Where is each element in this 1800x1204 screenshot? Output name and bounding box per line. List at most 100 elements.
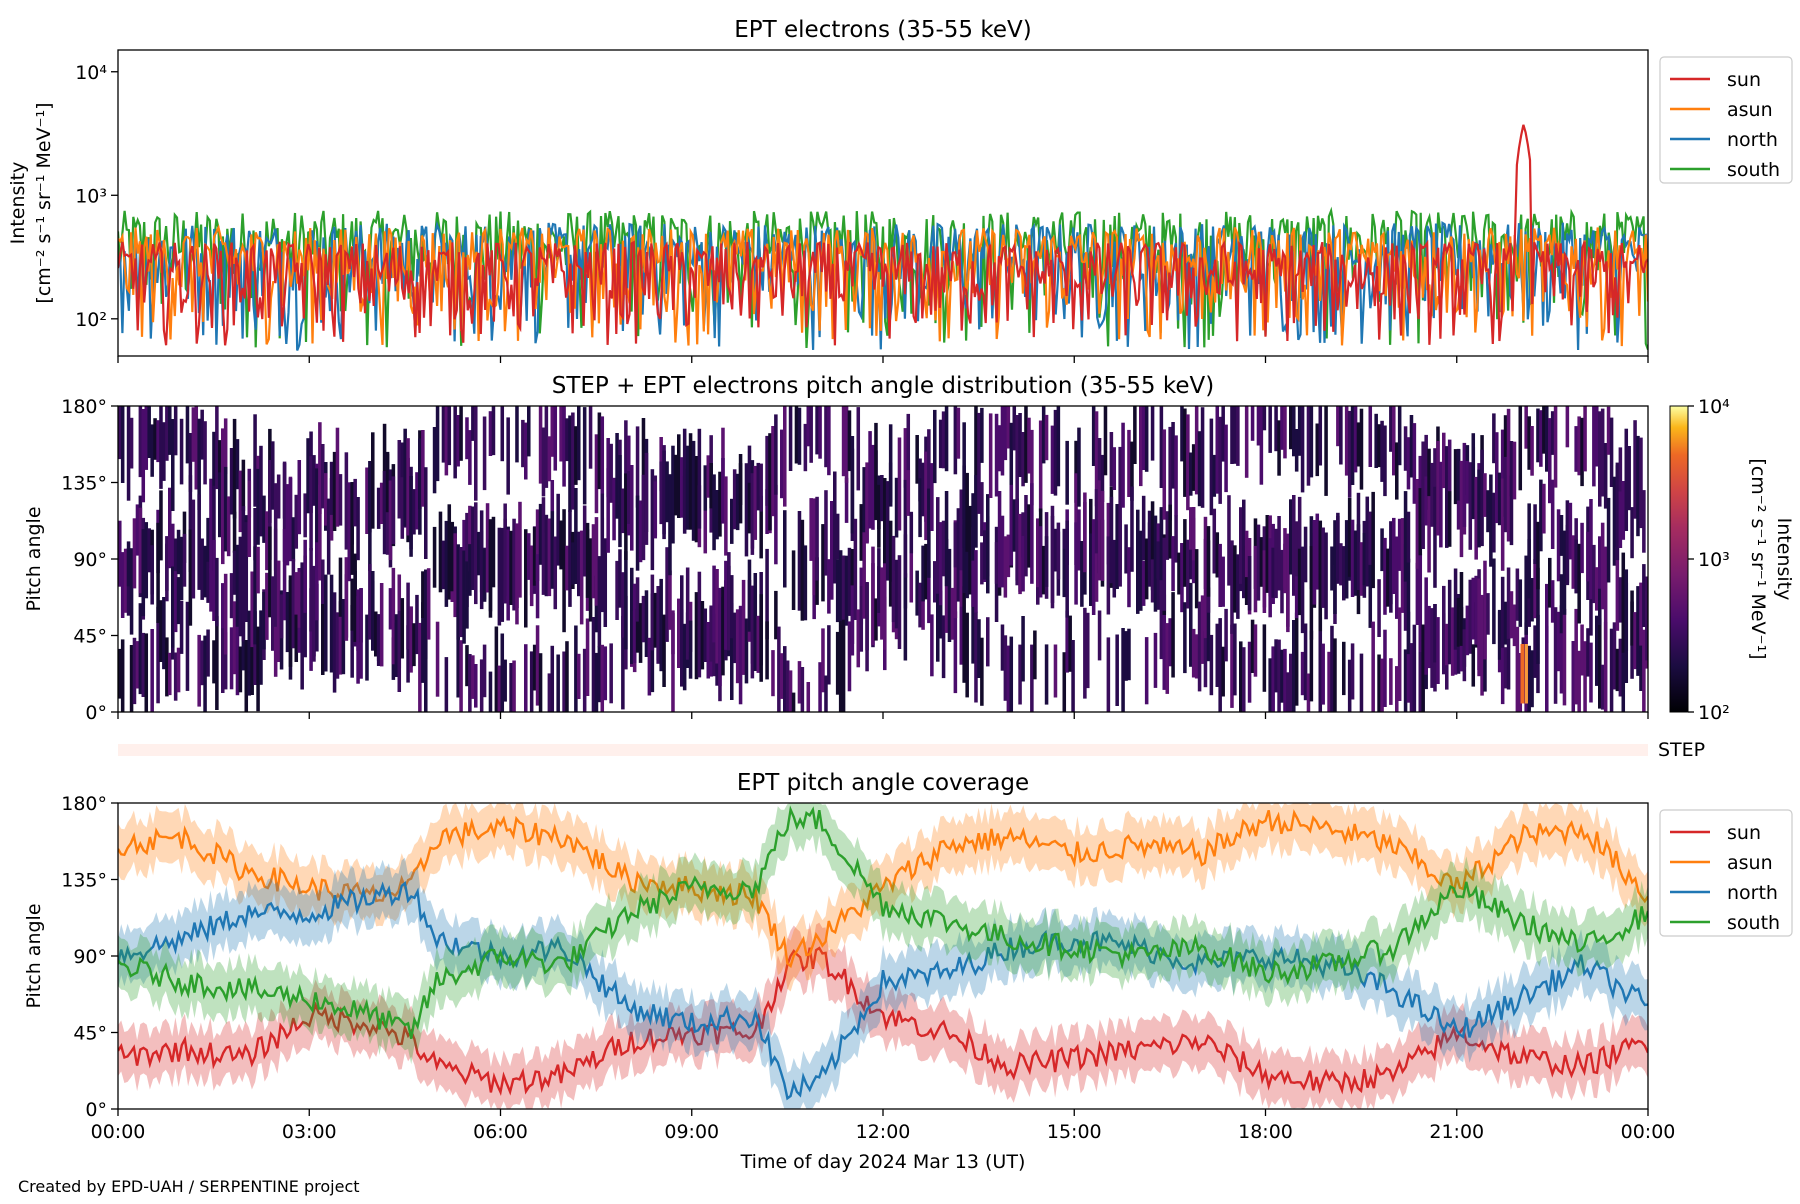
- heatmap-cell: [1027, 504, 1031, 568]
- heatmap-cell: [841, 555, 846, 625]
- heatmap-cell: [1109, 496, 1114, 584]
- heatmap-cell: [1183, 519, 1187, 587]
- heatmap-cell: [1509, 441, 1514, 497]
- heatmap-cell: [559, 406, 563, 462]
- heatmap-cell: [685, 445, 690, 530]
- heatmap-cell: [253, 611, 257, 685]
- heatmap-cell: [803, 423, 808, 472]
- heatmap-cell: [397, 610, 402, 692]
- heatmap-cell: [865, 582, 869, 672]
- heatmap-cell: [1091, 519, 1096, 615]
- heatmap-cell: [883, 478, 887, 564]
- heatmap-cell: [223, 632, 228, 690]
- heatmap-cell: [150, 545, 154, 605]
- heatmap-cell: [1624, 428, 1629, 481]
- heatmap-cell: [1359, 542, 1364, 596]
- heatmap-cell: [1144, 538, 1149, 600]
- step-coverage-bar: [118, 744, 1648, 756]
- heatmap-cell: [1392, 517, 1396, 560]
- heatmap-cell: [1392, 406, 1396, 476]
- colorbar-label: Intensity: [1773, 518, 1795, 601]
- heatmap-cell: [1503, 601, 1508, 645]
- heatmap-cell: [709, 463, 713, 509]
- heatmap-cell: [891, 535, 896, 623]
- heatmap-cell: [585, 618, 590, 696]
- heatmap-cell: [497, 527, 502, 626]
- heatmap-cell: [574, 488, 578, 584]
- heatmap-cell: [1203, 516, 1208, 589]
- heatmap-cell: [1215, 623, 1220, 687]
- heatmap-peak-cell: [1520, 644, 1525, 704]
- heatmap-cell: [853, 518, 858, 620]
- heatmap-cell: [547, 436, 552, 482]
- heatmap-cell: [827, 625, 831, 685]
- heatmap-cell: [1356, 492, 1361, 590]
- x-tick-label: 06:00: [473, 1121, 528, 1143]
- heatmap-cell: [959, 582, 964, 665]
- heatmap-cell: [850, 585, 855, 656]
- heatmap-cell: [206, 561, 210, 603]
- heatmap-cell: [933, 409, 937, 484]
- heatmap-cell: [1000, 624, 1005, 671]
- heatmap-cell: [253, 414, 257, 507]
- heatmap-cell: [936, 575, 940, 662]
- heatmap-cell: [188, 433, 193, 492]
- heatmap-cell: [1177, 552, 1181, 595]
- heatmap-cell: [453, 533, 457, 618]
- heatmap-cell: [1286, 533, 1290, 633]
- heatmap-cell: [1189, 582, 1193, 667]
- heatmap-cell: [123, 548, 128, 613]
- y-tick-label: 180°: [61, 793, 107, 815]
- heatmap-cell: [141, 409, 146, 503]
- heatmap-cell: [1112, 447, 1117, 490]
- heatmap-cell: [412, 623, 416, 667]
- heatmap-cell: [1512, 604, 1517, 647]
- heatmap-cell: [500, 633, 505, 712]
- panel3-plot-area: [118, 803, 1648, 1109]
- heatmap-cell: [250, 571, 254, 648]
- heatmap-cell: [247, 610, 252, 696]
- x-tick-label: 00:00: [91, 1121, 146, 1143]
- heatmap-cell: [774, 414, 778, 495]
- heatmap-cell: [338, 474, 343, 526]
- heatmap-cell: [880, 567, 884, 640]
- heatmap-cell: [1006, 645, 1011, 712]
- heatmap-cell: [906, 413, 911, 510]
- heatmap-cell: [1106, 536, 1111, 615]
- heatmap-cell: [738, 463, 743, 524]
- heatmap-cell: [444, 406, 449, 476]
- heatmap-cell: [1239, 507, 1243, 584]
- heatmap-cell: [730, 603, 734, 700]
- heatmap-cell: [1321, 643, 1325, 705]
- heatmap-cell: [1609, 628, 1614, 712]
- heatmap-cell: [1009, 484, 1014, 566]
- heatmap-cell: [1471, 577, 1476, 640]
- heatmap-cell: [118, 648, 122, 699]
- heatmap-cell: [624, 420, 628, 496]
- heatmap-cell: [838, 621, 843, 712]
- heatmap-cell: [618, 549, 622, 608]
- heatmap-cell: [706, 622, 711, 679]
- heatmap-cell: [1333, 520, 1337, 614]
- heatmap-cell: [1474, 575, 1478, 645]
- heatmap-cell: [1436, 441, 1440, 536]
- heatmap-cell: [1368, 558, 1373, 628]
- heatmap-cell: [600, 644, 605, 712]
- heatmap-cell: [1503, 647, 1508, 689]
- heatmap-cell: [594, 434, 599, 514]
- heatmap-cell: [1527, 416, 1531, 470]
- heatmap-peak-cell: [1524, 644, 1528, 704]
- heatmap-cell: [541, 497, 546, 595]
- heatmap-cell: [273, 619, 278, 677]
- heatmap-cell: [1374, 413, 1378, 468]
- heatmap-cell: [585, 522, 590, 598]
- heatmap-cell: [1489, 474, 1493, 567]
- heatmap-cell: [635, 608, 640, 653]
- heatmap-cell: [615, 433, 619, 519]
- heatmap-cell: [253, 508, 257, 561]
- heatmap-cell: [173, 406, 178, 456]
- heatmap-cell: [927, 488, 931, 578]
- heatmap-cell: [241, 506, 246, 577]
- y-tick-label: 0°: [85, 1099, 107, 1121]
